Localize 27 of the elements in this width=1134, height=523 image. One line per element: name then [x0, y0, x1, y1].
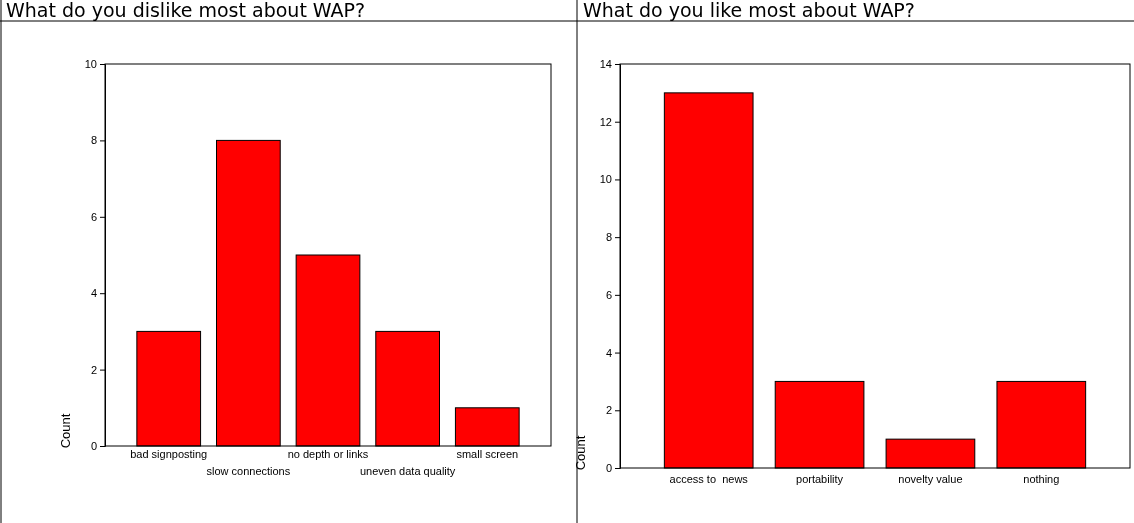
y-tick-label: 6	[90, 210, 97, 223]
y-tick-label: 0	[90, 440, 97, 453]
y-tick-label: 6	[605, 288, 612, 301]
y-tick-label: 8	[90, 134, 97, 147]
y-tick-label: 12	[599, 115, 612, 128]
y-tick-label: 2	[90, 363, 97, 376]
y-tick-label: 2	[605, 404, 612, 417]
chart-title: What do you dislike most about WAP?	[6, 0, 366, 21]
x-tick-label: no depth or links	[287, 448, 369, 461]
y-tick-label: 10	[84, 58, 97, 71]
x-tick-label: small screen	[456, 448, 519, 461]
y-axis-title: Count	[573, 435, 588, 471]
y-tick-label: 10	[599, 173, 612, 186]
x-tick-label: uneven data quality	[359, 465, 456, 478]
y-tick-label: 4	[605, 346, 612, 359]
x-tick-label: slow connections	[206, 465, 291, 478]
y-tick-label: 4	[90, 287, 97, 300]
y-tick-label: 14	[599, 58, 612, 71]
y-tick-label: 8	[605, 231, 612, 244]
chart-title: What do you like most about WAP?	[583, 0, 915, 21]
x-tick-label: novelty value	[898, 473, 963, 486]
x-tick-label: portability	[796, 473, 844, 486]
x-tick-label: nothing	[1023, 473, 1060, 486]
x-tick-label: bad signposting	[130, 448, 208, 461]
x-tick-label: access to news	[669, 473, 749, 486]
y-tick-label: 0	[605, 462, 612, 475]
y-axis-title: Count	[58, 413, 73, 449]
